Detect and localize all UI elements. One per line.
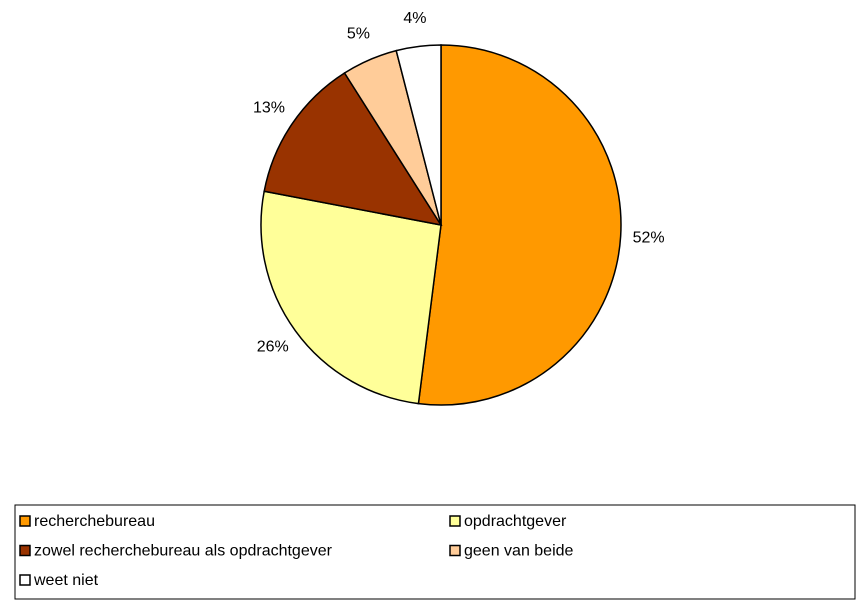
legend-label: geen van beide — [464, 543, 574, 560]
legend-swatch — [19, 544, 31, 557]
data-label: 26% — [257, 338, 289, 355]
data-label: 13% — [253, 99, 285, 116]
legend-label: recherchebureau — [34, 513, 155, 530]
pie-slice — [263, 71, 443, 227]
legend-label: zowel recherchebureau als opdrachtgever — [34, 543, 333, 560]
legend-label: weet niet — [33, 572, 99, 589]
legend-label: opdrachtgever — [464, 513, 567, 530]
legend-box — [14, 504, 856, 600]
legend-swatch — [449, 544, 461, 557]
pie-slice — [395, 44, 442, 226]
data-label: 52% — [633, 229, 665, 246]
legend-swatch — [19, 515, 31, 527]
pie-slice — [417, 44, 622, 406]
pie-slice — [260, 190, 442, 405]
legend-swatch — [19, 574, 31, 586]
data-label: 4% — [403, 10, 426, 27]
legend-swatch — [449, 515, 461, 527]
data-label: 5% — [347, 25, 370, 42]
